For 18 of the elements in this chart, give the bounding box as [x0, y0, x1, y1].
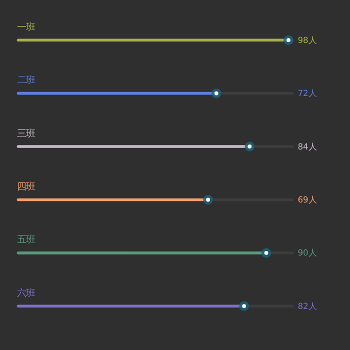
point — [284, 35, 294, 46]
point — [261, 248, 272, 258]
data-label: 69人 — [298, 194, 316, 205]
point — [211, 88, 222, 98]
data-label: 82人 — [298, 300, 316, 311]
y-tick-label: 三班 — [16, 128, 35, 140]
data-label: 90人 — [298, 248, 316, 258]
y-tick-label: 一班 — [16, 22, 35, 33]
data-label: 84人 — [298, 141, 316, 152]
y-tick-label: 六班 — [16, 288, 35, 299]
data-label: 72人 — [298, 88, 316, 98]
data-label: 98人 — [298, 34, 316, 45]
point — [203, 194, 213, 205]
point — [239, 301, 249, 312]
y-tick-label: 五班 — [16, 234, 35, 246]
point — [244, 142, 255, 152]
y-tick-label: 四班 — [16, 181, 35, 192]
y-tick-label: 二班 — [16, 75, 35, 86]
